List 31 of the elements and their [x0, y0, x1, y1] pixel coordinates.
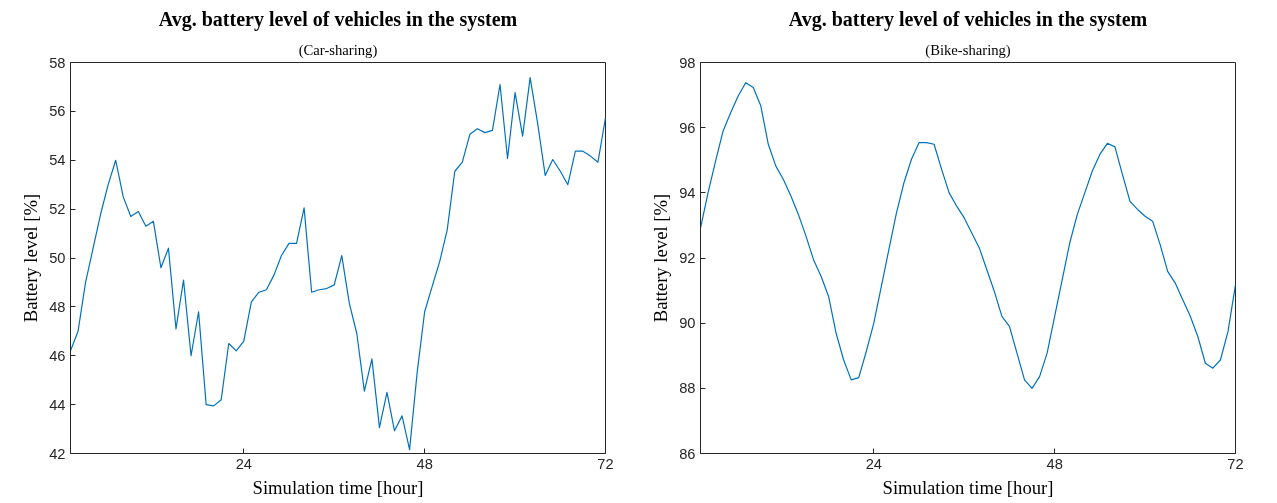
y-tick-label: 94	[679, 184, 696, 201]
y-tick-label: 46	[49, 347, 66, 364]
x-axis-title: Simulation time [hour]	[882, 476, 1054, 498]
y-tick-label: 58	[49, 54, 66, 71]
y-tick-label: 54	[49, 152, 66, 169]
y-tick-label: 50	[49, 250, 66, 266]
y-tick-label: 86	[679, 445, 696, 462]
x-tick-label: 72	[597, 455, 614, 472]
y-tick-label: 44	[49, 396, 66, 413]
y-tick-label: 96	[679, 119, 696, 136]
x-tick-label: 72	[1227, 455, 1244, 472]
x-tick-label: 24	[865, 455, 882, 472]
line-series	[700, 82, 1236, 389]
y-tick-label: 42	[49, 445, 66, 462]
y-tick-label: 98	[679, 54, 696, 71]
y-tick-label: 52	[49, 201, 66, 218]
y-tick-label: 90	[679, 315, 696, 332]
y-tick-label: 56	[49, 103, 66, 120]
x-tick-label: 24	[235, 455, 252, 472]
y-axis-title: Battery level [%]	[20, 193, 42, 323]
y-tick-label: 48	[49, 298, 66, 315]
chart-subtitle: (Car-sharing)	[298, 41, 378, 59]
y-tick-label: 88	[679, 380, 696, 397]
y-axis-title: Battery level [%]	[650, 193, 672, 323]
chart-subtitle: (Bike-sharing)	[925, 41, 1011, 59]
x-tick-label: 48	[416, 455, 433, 472]
chart-title: Avg. battery level of vehicles in the system	[158, 7, 518, 31]
x-axis-title: Simulation time [hour]	[252, 476, 424, 498]
x-tick-label: 48	[1046, 455, 1063, 472]
y-tick-label: 92	[679, 250, 696, 266]
chart-title: Avg. battery level of vehicles in the system	[788, 7, 1148, 31]
